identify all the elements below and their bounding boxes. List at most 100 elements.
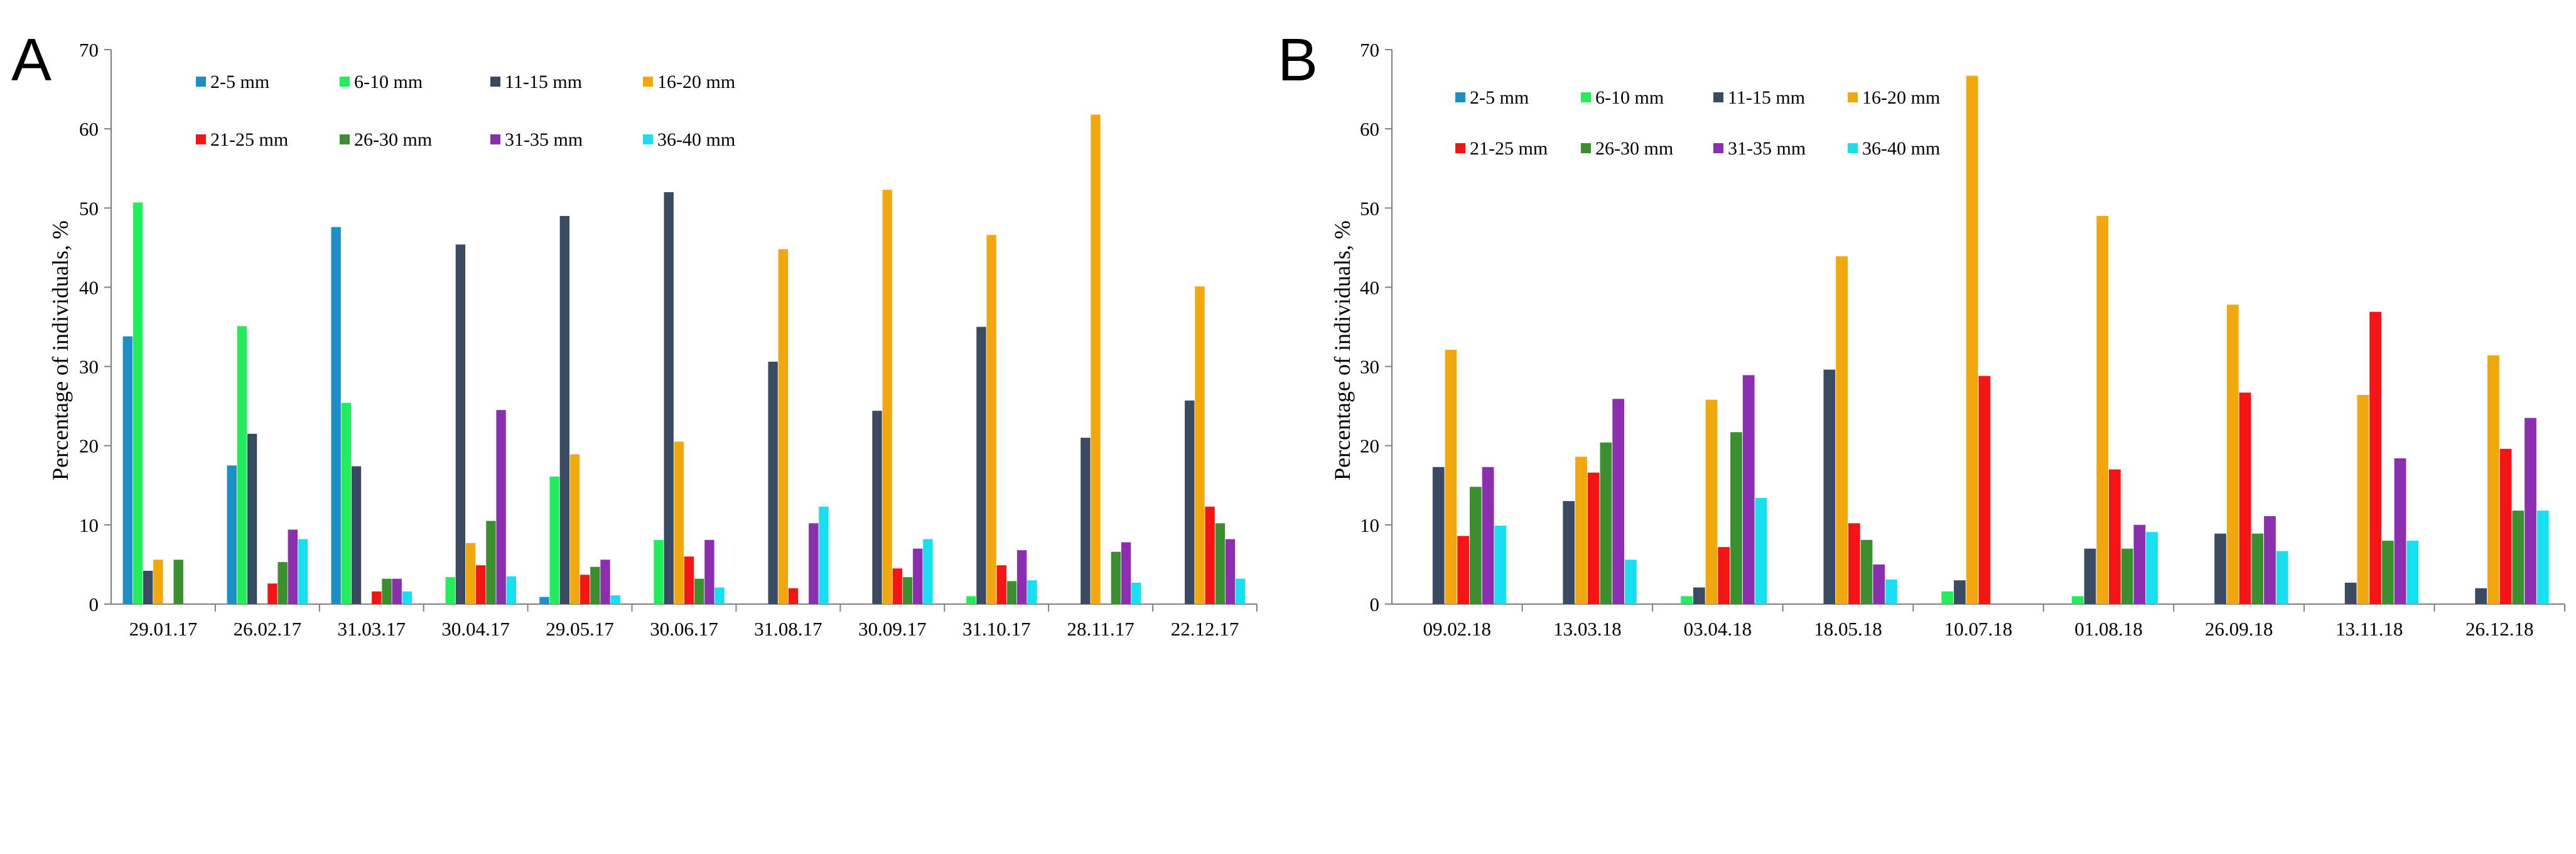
x-tick-label: 29.05.17	[546, 618, 614, 640]
bar	[2239, 392, 2251, 604]
bar	[819, 506, 829, 604]
legend-label: 36-40 mm	[657, 129, 735, 150]
bar	[788, 588, 799, 604]
bar	[2381, 541, 2394, 604]
bar	[1131, 582, 1141, 604]
bar	[1612, 399, 1624, 604]
bar	[2226, 305, 2239, 604]
legend-item: 6-10 mm	[1581, 87, 1664, 108]
bar	[2487, 355, 2499, 604]
bar	[173, 559, 183, 604]
bar	[2406, 541, 2419, 604]
bar	[1457, 536, 1469, 604]
panel-b-bars	[1432, 75, 2549, 605]
bar	[809, 523, 819, 604]
x-tick-label: 30.06.17	[650, 618, 718, 640]
x-tick-label: 26.02.17	[234, 618, 302, 640]
legend-swatch	[196, 77, 206, 87]
bar	[2536, 511, 2549, 604]
bar	[2109, 469, 2121, 604]
legend-item: 16-20 mm	[1848, 87, 1940, 108]
bar	[1823, 369, 1836, 604]
legend-label: 16-20 mm	[1862, 87, 1940, 108]
legend-label: 6-10 mm	[354, 72, 423, 92]
y-tick-label: 10	[1360, 514, 1379, 536]
legend-swatch	[1713, 143, 1723, 153]
legend-swatch	[1581, 143, 1591, 153]
legend-label: 21-25 mm	[210, 129, 288, 150]
bar	[1681, 596, 1693, 604]
bar	[664, 192, 674, 604]
bar	[2344, 582, 2357, 604]
bar	[590, 566, 600, 604]
bar	[1215, 523, 1225, 604]
bar	[1954, 580, 1966, 604]
legend-label: 11-15 mm	[505, 72, 582, 92]
bar	[465, 543, 476, 604]
bar	[580, 575, 590, 604]
y-tick-label: 30	[1360, 356, 1379, 378]
bar	[2264, 516, 2276, 604]
legend-item: 11-15 mm	[1713, 87, 1805, 108]
bar	[1482, 467, 1494, 604]
legend-label: 2-5 mm	[1470, 87, 1529, 108]
panel-b-y-axis-title: Percentage of individuals, %	[1330, 220, 1355, 480]
bar	[986, 235, 996, 604]
bar	[559, 215, 570, 604]
x-tick-label: 01.08.18	[2074, 618, 2143, 640]
x-tick-label: 29.01.17	[129, 618, 198, 640]
bar	[2071, 596, 2084, 604]
legend-swatch	[1713, 92, 1723, 102]
y-tick-label: 70	[79, 39, 99, 61]
bar	[966, 596, 976, 604]
y-tick-label: 0	[1370, 593, 1380, 615]
y-tick-label: 40	[79, 276, 99, 298]
bar	[288, 529, 298, 604]
y-tick-label: 60	[79, 118, 99, 140]
x-tick-label: 31.03.17	[338, 618, 406, 640]
bar	[1848, 523, 1860, 604]
bar	[1860, 539, 1873, 604]
bar	[1027, 580, 1037, 604]
panel-b-letter: B	[1278, 26, 1318, 94]
bar	[1235, 578, 1246, 604]
legend-label: 21-25 mm	[1470, 138, 1548, 159]
panel-a-axes: 0 10 20 30 40 50 60 70 29.01.17 26.02.17 31.03.17 3…	[79, 39, 1258, 640]
legend-item: 2-5 mm	[196, 72, 269, 92]
bar	[1469, 487, 1482, 604]
x-tick-label: 22.12.17	[1171, 618, 1239, 640]
bar	[496, 409, 506, 604]
bar	[1705, 399, 1718, 604]
bar	[539, 597, 549, 604]
y-tick-label: 20	[1360, 435, 1379, 457]
y-tick-label: 60	[1360, 118, 1379, 140]
bar	[2251, 533, 2264, 604]
legend-swatch	[1848, 143, 1858, 153]
x-tick-label: 28.11.17	[1067, 618, 1134, 640]
panel-a-y-axis-title: Percentage of individuals, %	[48, 220, 73, 480]
bar	[2499, 448, 2512, 604]
bar	[372, 591, 382, 604]
bar	[1978, 376, 1991, 604]
bar	[714, 587, 725, 604]
panel-a-bars	[122, 114, 1246, 605]
bar	[882, 190, 892, 604]
legend-item: 26-30 mm	[1581, 138, 1673, 159]
x-tick-label: 26.09.18	[2205, 618, 2273, 640]
bar	[610, 595, 620, 604]
bar	[768, 362, 778, 604]
bar	[2084, 548, 2096, 604]
legend-swatch	[340, 134, 350, 144]
bar	[278, 562, 288, 604]
x-tick-label: 03.04.18	[1684, 618, 1752, 640]
legend-label: 2-5 mm	[210, 72, 269, 92]
bar	[2394, 458, 2406, 604]
bar	[153, 559, 163, 604]
legend-item: 11-15 mm	[490, 72, 582, 92]
legend-item: 21-25 mm	[1455, 138, 1548, 159]
legend-item: 6-10 mm	[340, 72, 423, 92]
bar	[913, 548, 923, 604]
y-tick-label: 0	[89, 593, 99, 615]
legend-swatch	[643, 77, 653, 87]
legend-label: 31-35 mm	[1728, 138, 1806, 159]
